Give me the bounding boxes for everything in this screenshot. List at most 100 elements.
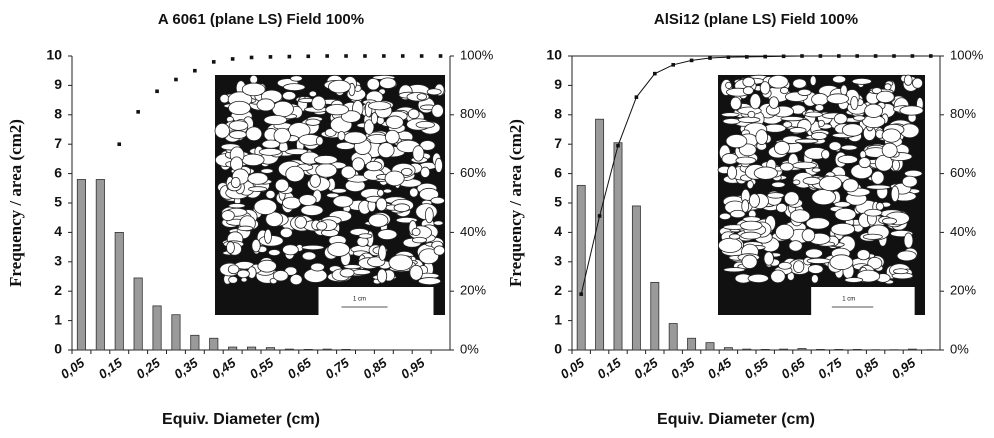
grain [718,212,732,221]
y2-tick-label: 100% [950,47,984,62]
y2-tick-label: 60% [950,165,976,180]
grain [881,128,902,143]
grain [343,264,362,270]
cumulative-point [382,54,386,58]
grain [228,100,251,116]
y2-tick-label: 40% [460,224,486,239]
grain [401,167,413,176]
y2-tick-label: 0% [950,341,969,356]
grain [805,217,830,230]
grain [805,248,823,259]
grain [817,119,825,127]
grain [368,213,389,228]
cumulative-point [193,68,197,73]
grain [305,118,321,126]
grain [343,131,367,144]
bar [190,334,200,351]
grain [826,93,850,105]
grain [837,155,858,164]
grain [875,202,885,211]
grain [415,120,435,129]
grain [258,147,282,156]
grain [279,227,293,239]
y-tick-label: 5 [54,194,62,210]
grain [747,110,756,119]
grain [725,81,733,89]
bar [246,346,257,351]
grain [411,227,421,236]
grain [351,269,371,276]
grain [740,231,762,240]
grain [811,93,829,106]
grain [411,236,427,244]
grain [763,251,774,266]
grain [282,244,299,256]
grain [882,217,897,225]
cumulative-point [211,60,216,64]
grain [409,187,419,198]
grain [753,166,778,180]
grain [725,134,748,149]
grain [766,192,785,199]
grain [773,140,790,155]
bar [133,277,143,351]
y-tick-label: 2 [554,282,562,298]
grain [856,249,871,261]
grain [426,88,442,96]
grain [789,209,811,223]
bar [779,348,789,351]
x-tick-label: 0,85 [360,355,390,382]
bar [576,184,586,351]
y-tick-label: 3 [54,253,62,269]
grain [789,127,807,134]
grain [871,170,885,185]
cumulative-point [579,292,583,296]
grain [283,83,306,92]
bar [152,305,162,351]
cumulative-point [837,54,841,58]
grain [862,233,883,240]
grain [377,229,398,241]
x-tick-label: 0,55 [742,355,772,382]
grain [310,262,325,272]
grain [375,197,388,212]
bar [595,118,605,351]
grain [881,142,898,158]
x-tick-label: 0,65 [778,355,808,382]
cumulative-point [929,54,933,58]
grain [241,82,266,97]
grain [797,88,812,96]
grain [844,277,864,283]
grain [802,176,821,185]
grain [749,93,762,110]
cumulative-point [653,71,657,76]
grain [221,210,235,222]
grain [741,199,750,213]
cumulative-point [892,54,896,58]
bar [284,348,294,351]
grain [377,142,395,159]
scale-label: 1 cm [353,297,366,303]
grain [327,242,350,257]
y-axis-label: Frequency / area (cm2) [6,119,25,287]
y-tick-label: 9 [554,76,562,92]
grain [418,248,439,265]
bar [687,337,697,351]
grain [388,254,413,271]
cumulative-point [689,58,694,63]
cumulative-point [597,214,602,218]
grain [263,114,288,126]
grain [735,156,757,165]
grain [806,257,831,264]
grain [834,208,857,222]
y2-tick-label: 80% [460,106,486,121]
scale-box [811,287,915,315]
grain [382,188,393,194]
grain [274,178,290,193]
grain [339,268,355,278]
grain [811,189,837,206]
x-tick-label: 0,25 [631,355,661,382]
y2-tick-label: 60% [460,165,486,180]
grain [385,129,400,145]
